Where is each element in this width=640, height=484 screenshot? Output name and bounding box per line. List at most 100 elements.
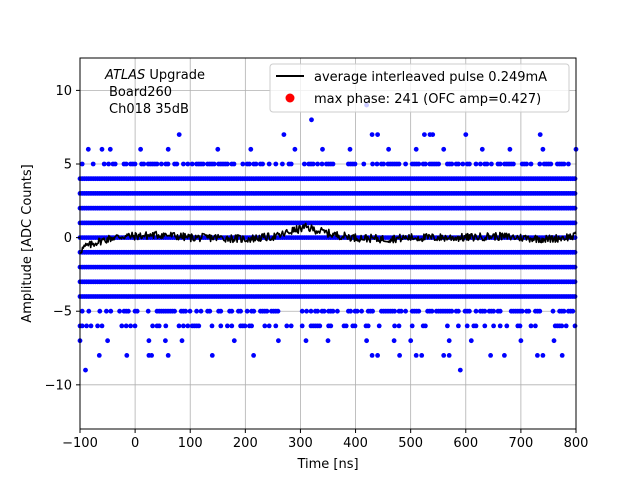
data-point	[119, 323, 125, 329]
data-point	[413, 146, 419, 152]
data-point	[497, 323, 503, 329]
data-point	[403, 161, 408, 167]
data-point	[507, 146, 513, 152]
data-point	[146, 338, 152, 344]
data-point	[196, 323, 202, 329]
data-point	[335, 308, 340, 314]
data-point	[370, 161, 375, 167]
data-point	[376, 323, 382, 329]
x-tick-label: 700	[508, 436, 533, 451]
data-point	[123, 161, 129, 167]
data-point	[540, 353, 546, 358]
y-ticks: −10 −5 0 5 10	[45, 84, 80, 393]
data-point	[430, 132, 436, 138]
data-point	[183, 308, 189, 314]
x-tick-label: 600	[453, 436, 478, 451]
data-point	[517, 323, 523, 329]
data-point	[374, 161, 380, 167]
y-tick-label: 10	[55, 84, 72, 99]
data-point	[391, 338, 397, 344]
data-point	[304, 308, 309, 314]
data-point	[445, 323, 450, 329]
data-point	[315, 308, 320, 314]
data-point	[375, 353, 380, 358]
data-point	[280, 161, 285, 167]
data-point	[79, 323, 85, 329]
data-point	[423, 323, 428, 329]
data-point	[302, 161, 307, 167]
data-point	[79, 308, 85, 314]
data-point	[441, 353, 447, 358]
data-point	[365, 323, 371, 329]
data-point	[446, 353, 452, 358]
data-point	[163, 323, 169, 329]
y-axis-label: Amplitude [ADC Counts]	[20, 164, 35, 322]
data-point	[479, 146, 485, 152]
data-point	[79, 161, 85, 167]
data-point	[375, 132, 380, 138]
data-point	[369, 132, 375, 138]
average-pulse-line	[79, 222, 577, 254]
data-point	[441, 146, 447, 152]
data-point	[456, 308, 461, 314]
data-point	[343, 323, 349, 329]
data-point	[96, 353, 102, 358]
x-tick-label: 500	[398, 436, 423, 451]
data-point	[83, 367, 88, 373]
x-tick-label: 200	[233, 436, 258, 451]
data-point	[97, 308, 103, 314]
data-point	[491, 308, 496, 314]
data-point	[398, 308, 404, 314]
data-point	[266, 161, 272, 167]
data-point	[457, 367, 463, 373]
data-point	[456, 161, 461, 167]
data-point	[308, 308, 314, 314]
data-point	[124, 353, 130, 358]
data-point	[309, 117, 314, 123]
data-point	[456, 323, 461, 329]
y-tick-label: −5	[53, 305, 72, 320]
data-point	[125, 308, 131, 314]
data-point	[563, 323, 569, 329]
data-point	[473, 308, 479, 314]
data-point	[209, 323, 215, 329]
data-point	[550, 308, 556, 314]
data-point	[132, 323, 138, 329]
data-point	[172, 308, 178, 314]
data-point	[165, 161, 171, 167]
data-point	[325, 338, 331, 344]
data-point	[473, 161, 479, 167]
data-point	[369, 353, 375, 358]
data-point	[511, 161, 516, 167]
data-point	[537, 161, 543, 167]
average-pulse-layer	[79, 222, 577, 254]
data-point	[187, 308, 193, 314]
data-point	[537, 132, 543, 138]
data-point	[446, 338, 452, 344]
data-point	[86, 308, 92, 314]
y-tick-label: −10	[45, 378, 72, 393]
data-point	[165, 146, 171, 152]
data-point	[281, 132, 287, 138]
data-point	[488, 353, 493, 358]
legend: average interleaved pulse 0.249mA max ph…	[269, 63, 570, 113]
data-point	[117, 308, 122, 314]
atlas-annotation-line3: Ch018 35dB	[109, 102, 189, 117]
data-point	[491, 323, 496, 329]
data-point	[176, 132, 182, 138]
data-point	[548, 161, 554, 167]
data-point	[251, 353, 256, 358]
atlas-italic: ATLAS	[104, 68, 145, 83]
data-point	[320, 146, 325, 152]
data-point	[251, 308, 257, 314]
data-point	[396, 161, 402, 167]
data-point	[449, 308, 455, 314]
data-point	[185, 161, 191, 167]
data-point	[264, 308, 270, 314]
data-point	[244, 308, 250, 314]
data-point	[482, 308, 488, 314]
data-point	[409, 323, 415, 329]
data-point	[159, 161, 164, 167]
legend-entry-average-pulse: average interleaved pulse 0.249mA	[314, 70, 547, 85]
data-point	[292, 146, 298, 152]
